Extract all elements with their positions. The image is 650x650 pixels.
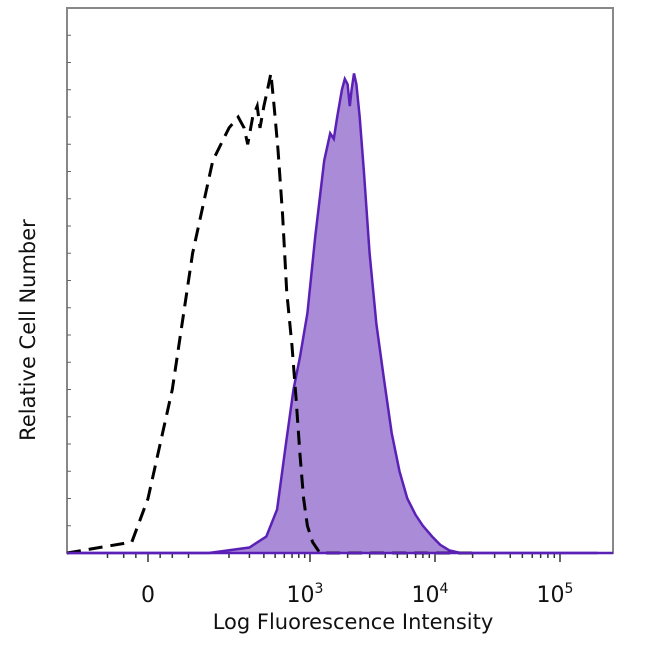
series-layer xyxy=(66,73,613,555)
sample-histogram-fill xyxy=(67,73,598,554)
x-tick-label: 103 xyxy=(287,581,324,608)
control-histogram-dashed xyxy=(66,73,473,555)
x-tick-label: 104 xyxy=(412,581,449,608)
x-tick-label: 105 xyxy=(537,581,574,608)
x-tick-label: 0 xyxy=(141,583,155,608)
y-axis-title: Relative Cell Number xyxy=(16,219,40,441)
x-axis-title: Log Fluorescence Intensity xyxy=(213,610,494,634)
x-tick-labels: 0 103 104 105 xyxy=(141,581,573,608)
y-minor-ticks xyxy=(67,34,71,527)
sample-histogram-outline xyxy=(67,73,598,555)
